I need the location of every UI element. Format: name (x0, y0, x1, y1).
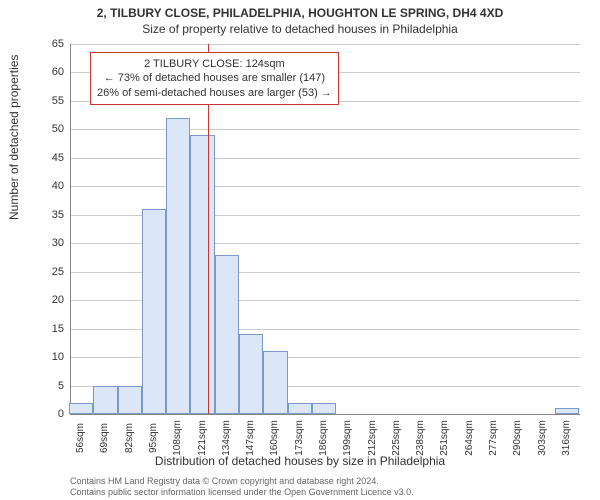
annotation-line1: 2 TILBURY CLOSE: 124sqm (97, 57, 332, 71)
x-tick-label: 212sqm (367, 420, 378, 456)
x-tick-label: 277sqm (488, 420, 499, 456)
x-tick-label: 173sqm (294, 420, 305, 456)
grid-line (70, 129, 580, 130)
x-tick-label: 316sqm (561, 420, 572, 456)
y-tick-label: 65 (24, 38, 64, 50)
x-tick-label: 82sqm (124, 423, 135, 453)
x-tick-label: 186sqm (318, 420, 329, 456)
grid-line (70, 44, 580, 45)
footer-line2: Contains public sector information licen… (70, 487, 414, 498)
histogram-bar (142, 209, 166, 414)
chart-title-address: 2, TILBURY CLOSE, PHILADELPHIA, HOUGHTON… (0, 0, 600, 20)
plot-area: 0510152025303540455055606556sqm69sqm82sq… (70, 44, 580, 414)
histogram-bar (190, 135, 214, 414)
y-tick-label: 10 (24, 351, 64, 363)
x-tick-label: 251sqm (439, 420, 450, 456)
annotation-box: 2 TILBURY CLOSE: 124sqm← 73% of detached… (90, 52, 339, 105)
histogram-bar (166, 118, 190, 414)
chart-title-subtitle: Size of property relative to detached ho… (0, 20, 600, 36)
histogram-bar (263, 351, 287, 414)
histogram-bar (239, 334, 263, 414)
x-tick-label: 69sqm (99, 423, 110, 453)
histogram-bar (312, 403, 336, 414)
annotation-line3: 26% of semi-detached houses are larger (… (97, 86, 332, 100)
histogram-bar (555, 408, 579, 414)
y-tick-label: 60 (24, 66, 64, 78)
x-tick-label: 303sqm (537, 420, 548, 456)
y-tick-label: 35 (24, 209, 64, 221)
x-tick-label: 160sqm (269, 420, 280, 456)
y-axis-line (70, 44, 71, 414)
x-tick-label: 56sqm (75, 423, 86, 453)
x-tick-label: 264sqm (464, 420, 475, 456)
grid-line (70, 158, 580, 159)
chart-container: 2, TILBURY CLOSE, PHILADELPHIA, HOUGHTON… (0, 0, 600, 500)
x-axis-label: Distribution of detached houses by size … (0, 454, 600, 468)
x-tick-label: 290sqm (512, 420, 523, 456)
footer-line1: Contains HM Land Registry data © Crown c… (70, 476, 414, 487)
x-tick-label: 199sqm (342, 420, 353, 456)
y-tick-label: 30 (24, 237, 64, 249)
x-axis-line (70, 414, 580, 415)
x-tick-label: 108sqm (172, 420, 183, 456)
footer-attribution: Contains HM Land Registry data © Crown c… (70, 476, 414, 498)
y-tick-label: 40 (24, 180, 64, 192)
x-tick-label: 238sqm (415, 420, 426, 456)
grid-line (70, 186, 580, 187)
y-tick-label: 15 (24, 323, 64, 335)
histogram-bar (215, 255, 239, 414)
y-tick-label: 25 (24, 266, 64, 278)
plot: 0510152025303540455055606556sqm69sqm82sq… (70, 44, 580, 414)
x-tick-label: 134sqm (221, 420, 232, 456)
histogram-bar (288, 403, 312, 414)
x-tick-label: 121sqm (197, 420, 208, 456)
x-tick-label: 225sqm (391, 420, 402, 456)
y-tick-label: 0 (24, 408, 64, 420)
y-tick-label: 20 (24, 294, 64, 306)
histogram-bar (69, 403, 93, 414)
y-axis-label: Number of detached properties (7, 55, 21, 220)
x-tick-label: 147sqm (245, 420, 256, 456)
x-tick-label: 95sqm (148, 423, 159, 453)
y-tick-label: 55 (24, 95, 64, 107)
y-tick-label: 45 (24, 152, 64, 164)
y-tick-label: 50 (24, 123, 64, 135)
y-tick-label: 5 (24, 380, 64, 392)
histogram-bar (93, 386, 117, 414)
histogram-bar (118, 386, 142, 414)
annotation-line2: ← 73% of detached houses are smaller (14… (97, 71, 332, 85)
